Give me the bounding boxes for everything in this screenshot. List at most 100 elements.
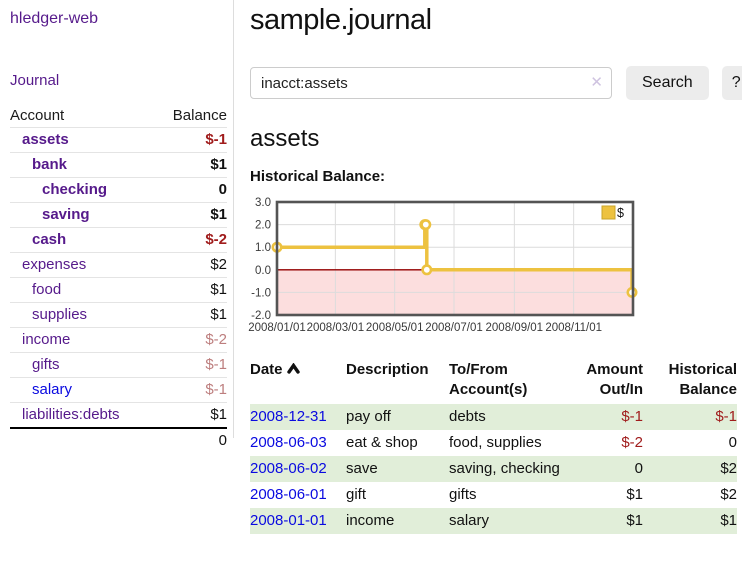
accounts-header-balance: Balance xyxy=(172,107,227,124)
transaction-amount: $-2 xyxy=(621,434,643,451)
accounts-total-value: 0 xyxy=(218,432,227,449)
transaction-amount: $-1 xyxy=(621,408,643,425)
transaction-accounts: salary xyxy=(449,512,490,529)
clear-search-icon[interactable]: ✕ xyxy=(590,74,603,91)
accounts-table: Account Balance assets $-1 bank $1 checkin… xyxy=(10,104,227,453)
account-balance: $-1 xyxy=(205,131,227,148)
svg-text:-1.0: -1.0 xyxy=(251,287,271,299)
account-balance: $-2 xyxy=(205,231,227,248)
svg-text:2008/01/01: 2008/01/01 xyxy=(248,322,306,334)
account-balance: $-1 xyxy=(205,356,227,373)
account-balance: $1 xyxy=(210,306,227,323)
transaction-description: eat & shop xyxy=(346,434,418,451)
register-header-date[interactable]: Date xyxy=(250,358,346,404)
search-button[interactable]: Search xyxy=(626,66,709,100)
help-button[interactable]: ? xyxy=(721,66,742,100)
transaction-accounts: debts xyxy=(449,408,486,425)
account-link-income[interactable]: income xyxy=(22,331,71,348)
page-title: sample.journal xyxy=(250,4,432,36)
account-link-food[interactable]: food xyxy=(32,281,62,298)
account-row: checking 0 xyxy=(10,177,227,203)
svg-text:2008/03/01: 2008/03/01 xyxy=(307,322,365,334)
account-row: food $1 xyxy=(10,277,227,303)
account-balance: $1 xyxy=(210,156,227,173)
transaction-amount: 0 xyxy=(634,460,643,477)
svg-text:$: $ xyxy=(617,206,624,220)
account-link-checking[interactable]: checking xyxy=(42,181,108,198)
transaction-date-link[interactable]: 2008-06-02 xyxy=(250,460,327,477)
register-row: 2008-06-01 gift gifts $1 $2 xyxy=(250,482,737,508)
svg-text:2008/07/01: 2008/07/01 xyxy=(425,322,483,334)
transaction-balance: $1 xyxy=(720,512,737,529)
register-row: 2008-12-31 pay off debts $-1 $-1 xyxy=(250,404,737,430)
transaction-description: income xyxy=(346,512,395,529)
account-row: bank $1 xyxy=(10,152,227,178)
account-row: cash $-2 xyxy=(10,227,227,253)
account-balance: $2 xyxy=(210,256,227,273)
account-balance: 0 xyxy=(218,181,227,198)
account-balance: $1 xyxy=(210,281,227,298)
svg-text:2008/09/01: 2008/09/01 xyxy=(486,322,544,334)
svg-text:2008/05/01: 2008/05/01 xyxy=(366,322,424,334)
svg-text:3.0: 3.0 xyxy=(255,197,271,209)
transaction-date-link[interactable]: 2008-06-01 xyxy=(250,486,327,503)
transaction-accounts: saving, checking xyxy=(449,460,560,477)
sidebar-item-journal[interactable]: Journal xyxy=(10,72,60,89)
accounts-total-row: 0 xyxy=(10,428,227,453)
register-table: Date Description To/From Account(s) Amou… xyxy=(250,358,737,534)
register-header-balance: Historical Balance xyxy=(668,361,737,398)
main-content: sample.journal ✕ Search ? assets Histori… xyxy=(248,0,742,534)
search-form: ✕ Search ? xyxy=(250,66,742,100)
account-row: supplies $1 xyxy=(10,302,227,328)
transaction-description: save xyxy=(346,460,378,477)
transaction-amount: $1 xyxy=(626,486,643,503)
account-link-saving[interactable]: saving xyxy=(42,206,90,223)
account-row: income $-2 xyxy=(10,327,227,353)
transaction-balance: $2 xyxy=(720,486,737,503)
transaction-amount: $1 xyxy=(626,512,643,529)
historical-balance-chart: 3.0 2.0 1.0 0.0 -1.0 -2.0 2008/01/01 2008/03/01… xyxy=(245,197,742,341)
account-heading: assets xyxy=(250,125,320,152)
svg-text:1.0: 1.0 xyxy=(255,242,271,254)
register-row: 2008-01-01 income salary $1 $1 xyxy=(250,508,737,534)
account-row: salary $-1 xyxy=(10,377,227,403)
account-balance: $1 xyxy=(210,406,227,423)
account-row: liabilities:debts $1 xyxy=(10,402,227,429)
transaction-balance: $2 xyxy=(720,460,737,477)
sort-ascending-icon xyxy=(286,362,300,374)
account-link-supplies[interactable]: supplies xyxy=(32,306,88,323)
register-header-description: Description xyxy=(346,361,429,378)
account-link-salary[interactable]: salary xyxy=(32,381,73,398)
svg-text:0.0: 0.0 xyxy=(255,265,271,277)
svg-text:2008/11/01: 2008/11/01 xyxy=(545,322,602,334)
transaction-accounts: gifts xyxy=(449,486,477,503)
search-input[interactable] xyxy=(250,67,612,99)
transaction-description: gift xyxy=(346,486,367,503)
transaction-date-link[interactable]: 2008-01-01 xyxy=(250,512,327,529)
account-link-expenses[interactable]: expenses xyxy=(22,256,87,273)
account-row: assets $-1 xyxy=(10,127,227,153)
transaction-date-link[interactable]: 2008-12-31 xyxy=(250,408,327,425)
account-link-assets[interactable]: assets xyxy=(22,131,69,148)
account-link-cash[interactable]: cash xyxy=(32,231,67,248)
svg-text:2.0: 2.0 xyxy=(255,220,271,232)
transaction-date-link[interactable]: 2008-06-03 xyxy=(250,434,327,451)
app-brand-link[interactable]: hledger-web xyxy=(10,10,99,27)
accounts-header-account: Account xyxy=(10,107,65,124)
register-row: 2008-06-03 eat & shop food, supplies $-2… xyxy=(250,430,737,456)
account-link-bank[interactable]: bank xyxy=(32,156,68,173)
register-row: 2008-06-02 save saving, checking 0 $2 xyxy=(250,456,737,482)
register-header-amount: Amount Out/In xyxy=(586,361,643,398)
account-link-liabilities-debts[interactable]: liabilities:debts xyxy=(22,406,120,423)
svg-text:-2.0: -2.0 xyxy=(251,310,271,322)
transaction-balance: 0 xyxy=(728,434,737,451)
account-link-gifts[interactable]: gifts xyxy=(32,356,60,373)
chart-heading: Historical Balance: xyxy=(250,168,386,185)
account-balance: $-1 xyxy=(205,381,227,398)
transaction-accounts: food, supplies xyxy=(449,434,542,451)
account-row: expenses $2 xyxy=(10,252,227,278)
account-row: gifts $-1 xyxy=(10,352,227,378)
account-balance: $1 xyxy=(210,206,227,223)
transaction-balance: $-1 xyxy=(715,408,737,425)
